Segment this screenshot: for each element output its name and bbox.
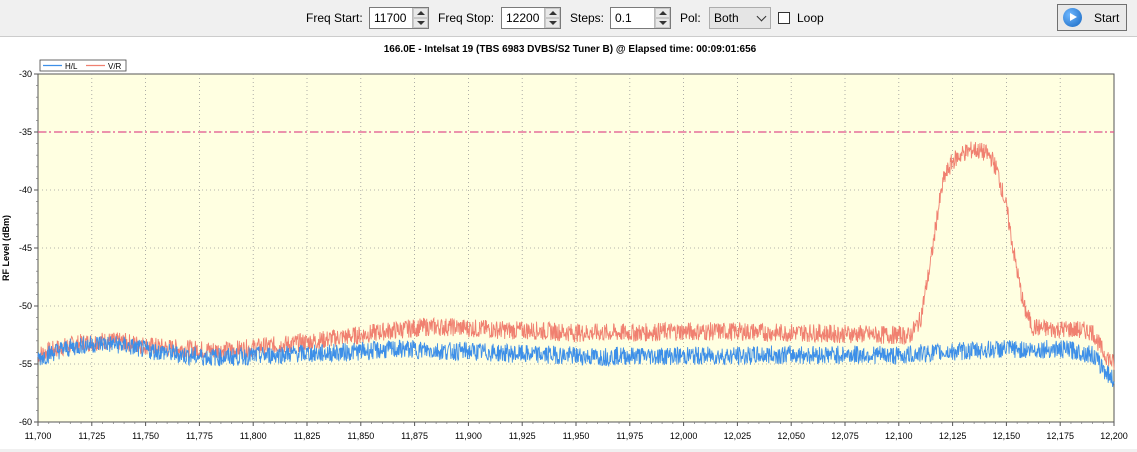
x-tick-label: 12,200 (1100, 431, 1128, 441)
x-tick-label: 11,725 (78, 431, 105, 441)
freq-stop-label: Freq Stop: (438, 11, 495, 25)
x-tick-label: 11,950 (563, 431, 590, 441)
freq-start-label: Freq Start: (306, 11, 363, 25)
y-tick-label: -40 (19, 185, 32, 195)
chevron-down-icon[interactable] (756, 11, 767, 22)
legend-label-hl: H/L (65, 62, 78, 71)
x-tick-label: 12,100 (885, 431, 913, 441)
x-tick-label: 12,175 (1046, 431, 1074, 441)
chart-legend: H/L V/R (39, 59, 127, 72)
legend-label-vr: V/R (108, 62, 122, 71)
loop-label[interactable]: Loop (797, 11, 824, 25)
series-line-hl (37, 335, 1115, 388)
x-tick-label: 12,150 (993, 431, 1021, 441)
x-tick-label: 11,800 (240, 431, 267, 441)
freq-start-down-arrow-icon[interactable] (413, 18, 428, 28)
x-tick-label: 11,975 (616, 431, 643, 441)
steps-value[interactable]: 0.1 (615, 11, 632, 25)
x-tick-label: 11,875 (401, 431, 428, 441)
x-tick-label: 12,125 (939, 431, 967, 441)
freq-stop-down-arrow-icon[interactable] (545, 18, 560, 28)
steps-stepper[interactable]: 0.1 (610, 7, 671, 29)
y-tick-label: -55 (19, 359, 32, 369)
x-tick-label: 12,050 (777, 431, 805, 441)
y-tick-label: -45 (19, 243, 32, 253)
y-tick-label: -60 (19, 417, 32, 427)
freq-stop-up-arrow-icon[interactable] (545, 8, 560, 18)
freq-stop-arrows[interactable] (544, 8, 560, 28)
x-tick-label: 11,850 (347, 431, 374, 441)
spectrum-chart: 166.0E - Intelsat 19 (TBS 6983 DVBS/S2 T… (0, 36, 1137, 449)
y-tick-label: -35 (19, 127, 32, 137)
x-tick-label: 11,900 (455, 431, 482, 441)
x-tick-label: 11,825 (294, 431, 321, 441)
play-icon[interactable] (1063, 8, 1082, 27)
x-tick-label: 11,700 (25, 431, 52, 441)
pol-select[interactable]: Both (709, 7, 771, 29)
legend-box (39, 59, 127, 72)
freq-stop-stepper[interactable]: 12200 (501, 7, 561, 29)
freq-stop-value[interactable]: 12200 (506, 11, 540, 25)
freq-start-stepper[interactable]: 11700 (369, 7, 429, 29)
chart-title: 166.0E - Intelsat 19 (TBS 6983 DVBS/S2 T… (384, 44, 757, 55)
x-tick-label: 12,000 (670, 431, 698, 441)
freq-start-up-arrow-icon[interactable] (413, 8, 428, 18)
start-button[interactable]: Start (1057, 4, 1127, 31)
loop-checkbox[interactable] (778, 12, 790, 24)
start-button-label[interactable]: Start (1094, 11, 1120, 25)
x-tick-label: 11,775 (186, 431, 213, 441)
freq-start-value[interactable]: 11700 (374, 11, 407, 25)
x-tick-label: 11,750 (132, 431, 159, 441)
series-group (37, 141, 1115, 388)
steps-label: Steps: (570, 11, 605, 25)
spectrum-chart-svg: 166.0E - Intelsat 19 (TBS 6983 DVBS/S2 T… (1, 44, 1128, 441)
y-axis-label: RF Level (dBm) (1, 215, 11, 281)
x-tick-label: 11,925 (509, 431, 536, 441)
toolbar: Freq Start: 11700 Freq Stop: 12200 Steps… (0, 0, 1137, 36)
pol-label: Pol: (680, 11, 701, 25)
steps-arrows[interactable] (654, 8, 670, 28)
steps-up-arrow-icon[interactable] (655, 8, 670, 18)
y-tick-label: -30 (19, 69, 32, 79)
axis-ticks: 11,700 11,725 11,750 11,775 11,800 11,825 11,8… (19, 69, 1128, 441)
x-tick-label: 12,025 (724, 431, 752, 441)
y-tick-label: -50 (19, 301, 32, 311)
pol-value[interactable]: Both (714, 11, 739, 25)
x-tick-label: 12,075 (831, 431, 859, 441)
freq-start-arrows[interactable] (412, 8, 428, 28)
steps-down-arrow-icon[interactable] (655, 18, 670, 28)
